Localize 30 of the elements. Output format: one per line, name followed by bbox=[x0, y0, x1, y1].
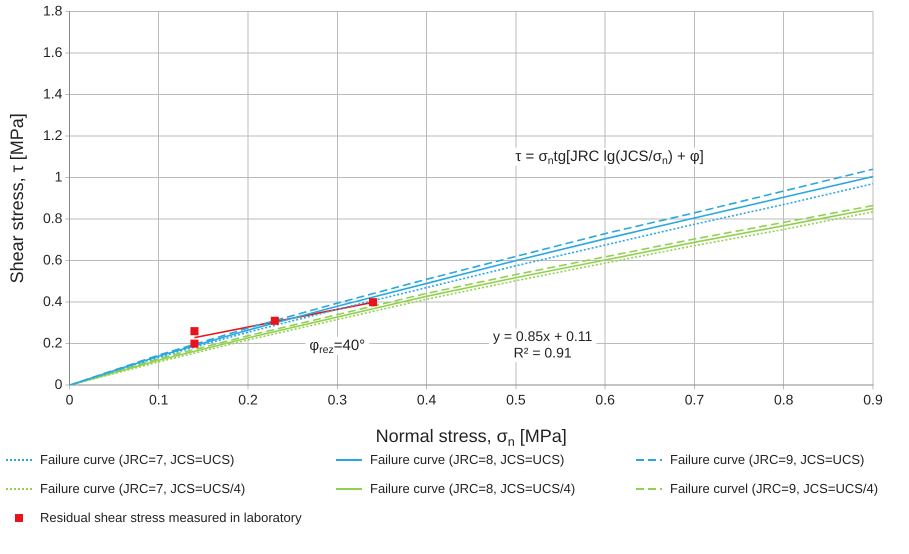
y-tick-label: 1.2 bbox=[42, 126, 63, 143]
x-tick-label: 0.5 bbox=[506, 391, 526, 408]
y-tick-label: 1.6 bbox=[42, 44, 63, 60]
legend-label: Failure curve (JRC=7, JCS=UCS/4) bbox=[40, 481, 246, 496]
y-tick-label: 1.8 bbox=[42, 2, 63, 18]
y-tick-label: 0.4 bbox=[42, 292, 63, 309]
y-tick-label: 0.2 bbox=[42, 334, 63, 351]
x-tick-label: 0.9 bbox=[863, 391, 883, 408]
legend-label: Failure curve (JRC=8, JCS=UCS/4) bbox=[370, 481, 576, 496]
y-axis-title: Shear stress, τ [MPa] bbox=[6, 113, 27, 284]
annotation: y = 0.85x + 0.11 bbox=[492, 328, 593, 344]
x-tick-label: 0.1 bbox=[149, 391, 169, 408]
x-tick-label: 0 bbox=[66, 391, 74, 408]
x-tick-label: 0.2 bbox=[238, 391, 258, 408]
y-tick-label: 0 bbox=[54, 376, 63, 392]
y-tick-label: 0.8 bbox=[42, 210, 63, 226]
legend-label: Failure curvel (JRC=9, JCS=UCS/4) bbox=[670, 481, 878, 496]
legend-label: Failure curve (JRC=7, JCS=UCS) bbox=[40, 452, 234, 467]
y-tick-label: 0.6 bbox=[42, 251, 63, 268]
x-tick-label: 0.3 bbox=[328, 391, 348, 408]
annotation: R² = 0.91 bbox=[514, 344, 572, 360]
x-tick-label: 0.4 bbox=[416, 391, 437, 408]
x-tick-label: 0.7 bbox=[684, 391, 704, 408]
y-tick-label: 1 bbox=[54, 168, 63, 184]
y-tick-label: 1.4 bbox=[42, 85, 63, 102]
legend-label: Residual shear stress measured in laboratory bbox=[40, 510, 302, 525]
x-tick-label: 0.8 bbox=[774, 391, 794, 408]
legend-label: Failure curve (JRC=8, JCS=UCS) bbox=[370, 452, 564, 467]
x-tick-label: 0.6 bbox=[595, 391, 616, 408]
legend-label: Failure curve (JRC=9, JCS=UCS) bbox=[670, 452, 864, 467]
